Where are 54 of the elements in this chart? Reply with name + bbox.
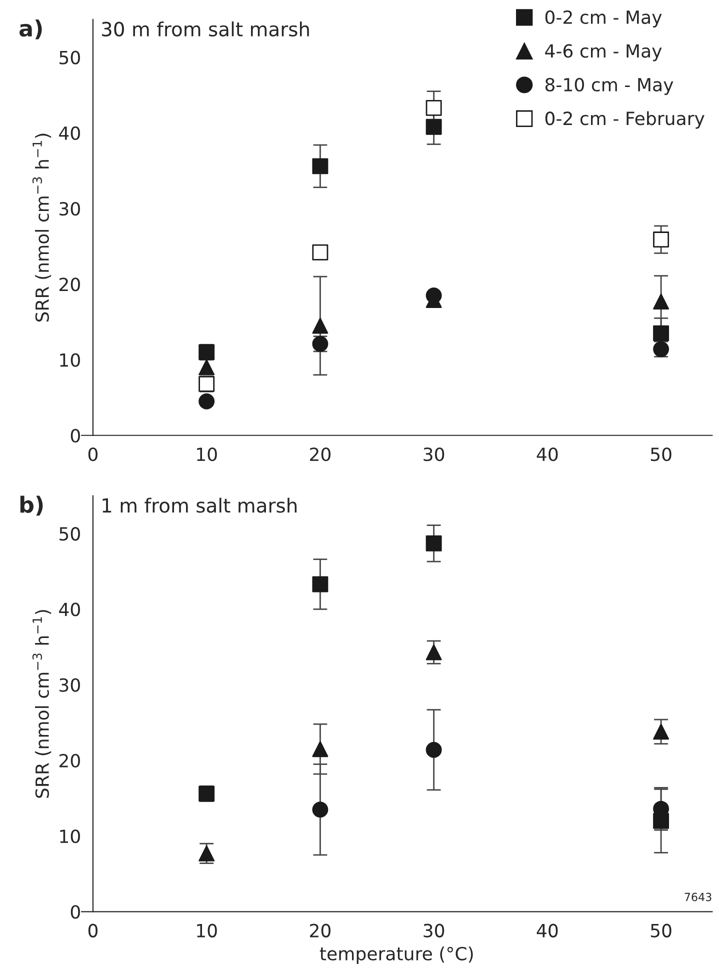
y-axis-title: SRR (nmol cm$^{−3}$ h$^{−1}$)	[32, 134, 52, 322]
x-tick-label: 10	[197, 924, 217, 938]
legend-label: 4-6 cm - May	[545, 44, 662, 62]
point	[426, 742, 442, 758]
point	[198, 359, 215, 376]
point	[312, 741, 328, 758]
point	[426, 288, 442, 304]
point	[312, 802, 328, 818]
legend-label: 0-2 cm - May	[545, 10, 662, 28]
legend-label: 8-10 cm - May	[545, 78, 674, 95]
x-tick-label: 30	[424, 924, 444, 938]
legend-label: 0-2 cm - February	[545, 111, 704, 129]
point	[426, 100, 442, 116]
point	[312, 244, 328, 260]
x-tick-label: 40	[536, 924, 558, 938]
point	[426, 535, 442, 552]
x-tick-label: 40	[536, 448, 558, 462]
y-tick-label: 20	[60, 278, 80, 292]
x-tick-label: 10	[197, 448, 217, 462]
y-tick-label: 10	[60, 353, 80, 367]
annotation: 7643	[684, 892, 712, 902]
y-tick-label: 0	[70, 428, 80, 442]
x-tick-label: 0	[88, 924, 98, 938]
point	[312, 318, 328, 334]
chart-title: 30 m from salt marsh	[102, 21, 309, 36]
y-tick-label: 30	[60, 202, 80, 216]
x-tick-label: 20	[310, 924, 330, 938]
chart-title: 1 m from salt marsh	[102, 498, 297, 513]
point	[198, 393, 215, 410]
point	[312, 158, 328, 174]
x-tick-label: 0	[88, 448, 98, 462]
y-tick-label: 40	[59, 126, 80, 140]
point	[653, 294, 670, 310]
x-tick-label: 20	[310, 448, 330, 462]
point	[426, 118, 442, 135]
y-tick-label: 50	[60, 50, 80, 64]
text: a)	[20, 20, 42, 40]
y-tick-label: 50	[60, 527, 80, 541]
y-tick-label: 0	[70, 905, 80, 919]
y-axis-title: SRR (nmol cm$^{−3}$ h$^{−1}$)	[32, 610, 52, 798]
x-tick-label: 30	[424, 448, 444, 462]
y-tick-label: 40	[59, 602, 80, 616]
point	[426, 644, 442, 660]
y-tick-label: 20	[60, 754, 80, 768]
point	[653, 232, 670, 248]
x-tick-label: 50	[650, 924, 672, 938]
y-tick-label: 10	[60, 830, 80, 844]
x-axis-title: temperature (°C)	[320, 946, 473, 964]
point	[653, 325, 670, 342]
x-tick-label: 50	[650, 448, 672, 462]
text: b)	[20, 496, 43, 516]
y-tick-label: 30	[60, 678, 80, 692]
point	[653, 724, 670, 740]
point	[312, 576, 328, 592]
